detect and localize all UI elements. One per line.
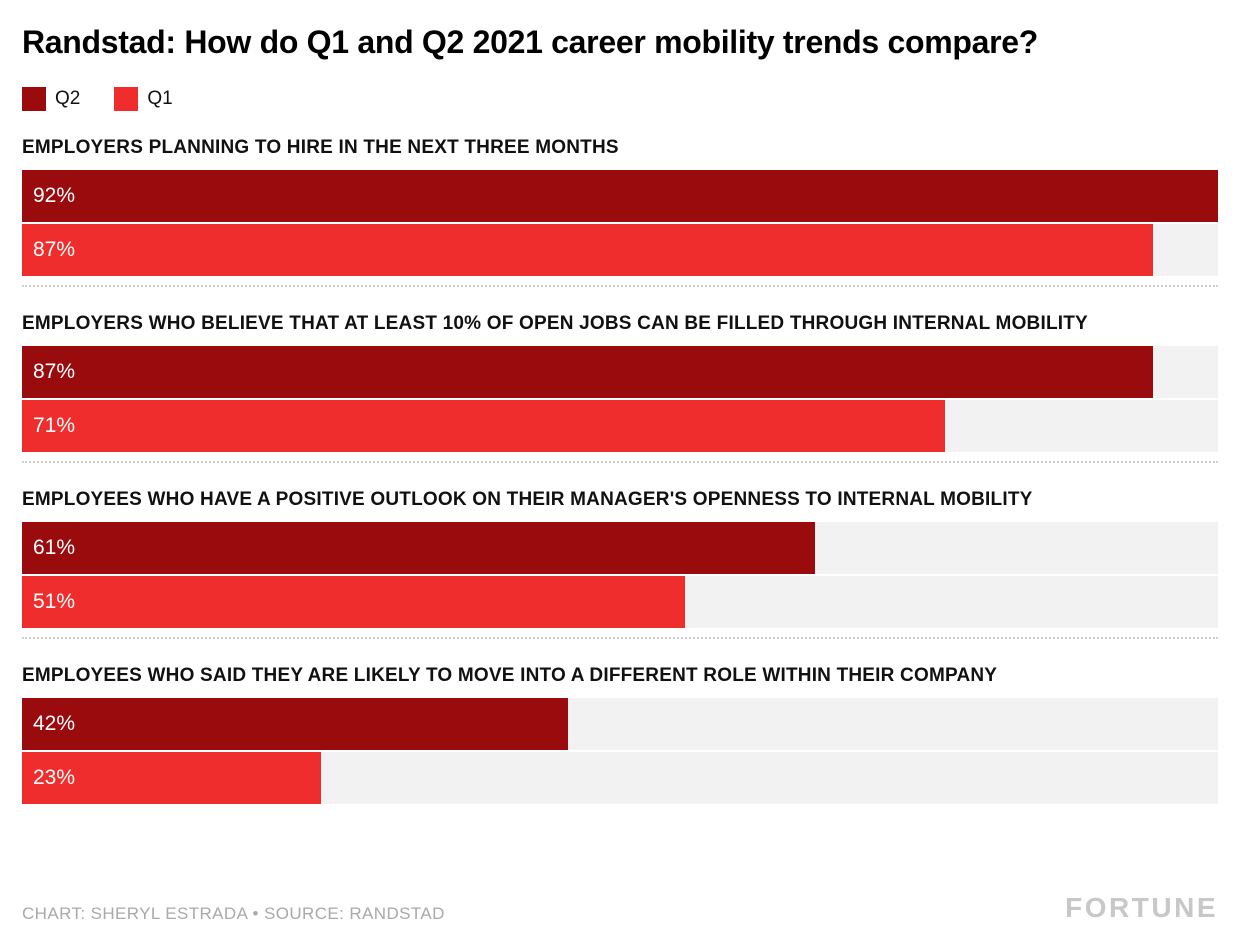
footer: CHART: SHERYL ESTRADA • SOURCE: RANDSTAD…: [22, 892, 1218, 924]
q2-bar: 61%: [22, 521, 815, 574]
bar-track-q1: 51%: [22, 575, 1218, 628]
q2-bar: 92%: [22, 169, 1218, 222]
bar-track-q1: 23%: [22, 751, 1218, 804]
legend-q2-label: Q2: [55, 87, 81, 109]
legend: Q2 Q1: [22, 86, 1218, 111]
bar-value-label: 87%: [33, 359, 76, 383]
bar-value-label: 61%: [33, 535, 76, 559]
bar-track-q2: 87%: [22, 345, 1218, 398]
category-label: EMPLOYERS PLANNING TO HIRE IN THE NEXT T…: [22, 136, 619, 158]
bar-value-label: 71%: [33, 413, 76, 437]
bar-track-q2: 92%: [22, 169, 1218, 222]
chart-group-2: EMPLOYERS WHO BELIEVE THAT AT LEAST 10% …: [22, 313, 1218, 463]
group-separator: [22, 460, 1218, 463]
chart-group-3: EMPLOYEES WHO HAVE A POSITIVE OUTLOOK ON…: [22, 489, 1218, 639]
bar-track-q2: 61%: [22, 521, 1218, 574]
bar-track-q1: 87%: [22, 223, 1218, 276]
chart-title: Randstad: How do Q1 and Q2 2021 career m…: [22, 24, 1039, 60]
legend-item-q2: Q2: [22, 86, 81, 111]
chart-group-1: EMPLOYERS PLANNING TO HIRE IN THE NEXT T…: [22, 137, 1218, 287]
legend-item-q1: Q1: [114, 86, 173, 111]
q1-bar: 87%: [22, 223, 1153, 276]
bar-track-q2: 42%: [22, 697, 1218, 750]
q1-bar: 71%: [22, 399, 945, 452]
bar-value-label: 51%: [33, 589, 76, 613]
chart-group-4: EMPLOYEES WHO SAID THEY ARE LIKELY TO MO…: [22, 665, 1218, 804]
fortune-logo: FORTUNE: [1065, 892, 1218, 923]
bar-value-label: 23%: [33, 765, 76, 789]
category-label: EMPLOYEES WHO HAVE A POSITIVE OUTLOOK ON…: [22, 488, 1033, 510]
chart-credit: CHART: SHERYL ESTRADA • SOURCE: RANDSTAD: [22, 904, 445, 923]
bar-value-label: 87%: [33, 237, 76, 261]
bar-value-label: 92%: [33, 183, 76, 207]
q1-bar: 23%: [22, 751, 321, 804]
group-separator: [22, 284, 1218, 287]
q2-bar: 42%: [22, 697, 568, 750]
q2-bar: 87%: [22, 345, 1153, 398]
group-separator: [22, 636, 1218, 639]
legend-q2-swatch: [22, 86, 46, 111]
category-label: EMPLOYERS WHO BELIEVE THAT AT LEAST 10% …: [22, 312, 1088, 334]
category-label: EMPLOYEES WHO SAID THEY ARE LIKELY TO MO…: [22, 664, 998, 686]
q1-bar: 51%: [22, 575, 685, 628]
bar-track-q1: 71%: [22, 399, 1218, 452]
bar-value-label: 42%: [33, 711, 76, 735]
legend-q1-label: Q1: [147, 87, 173, 109]
legend-q1-swatch: [114, 86, 139, 111]
